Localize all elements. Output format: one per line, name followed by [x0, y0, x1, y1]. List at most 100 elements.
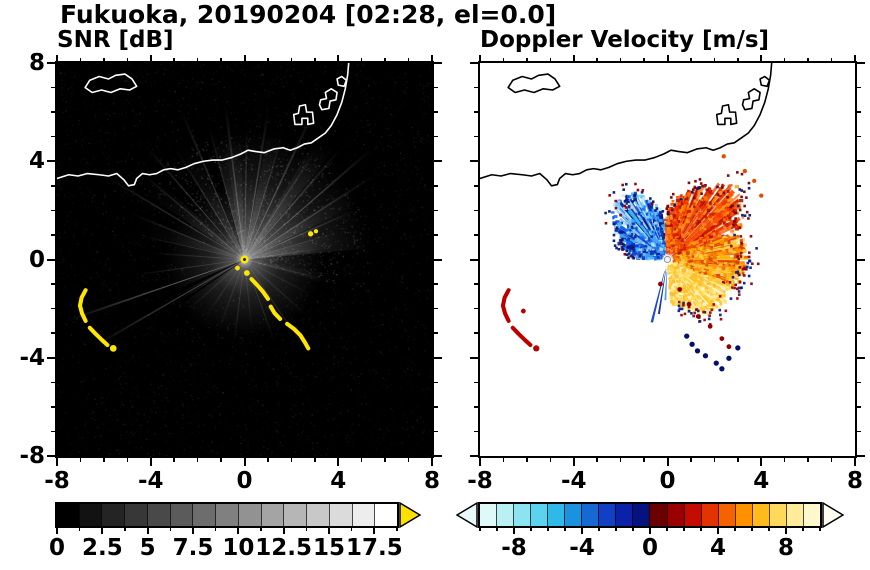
- snr-y-axis-tick: [434, 406, 438, 408]
- snr-colorbar-tick: [56, 527, 58, 534]
- snr-x-axis-tick: [103, 58, 105, 61]
- doppler-colorbar-over-arrow: [822, 501, 845, 529]
- snr-y-axis-tick: [434, 430, 438, 433]
- doppler-x-axis-tick: [830, 58, 833, 61]
- snr-x-axis-tick: [103, 458, 105, 462]
- snr-x-axis-tick: [431, 458, 433, 466]
- snr-colorbar-label: 0: [48, 535, 66, 561]
- snr-y-tick-label: 4: [28, 148, 45, 175]
- doppler-colorbar-segment: [717, 504, 735, 526]
- snr-colorbar-segment: [283, 504, 307, 526]
- doppler-x-axis-tick: [690, 458, 692, 462]
- snr-plot-canvas: [57, 63, 432, 456]
- doppler-colorbar-segment: [734, 504, 752, 526]
- doppler-y-axis-tick: [470, 160, 478, 163]
- snr-x-axis-tick: [337, 458, 340, 466]
- snr-colorbar-label: 15: [312, 535, 346, 561]
- doppler-x-axis-tick: [502, 458, 505, 462]
- doppler-colorbar-tick: [615, 527, 617, 531]
- doppler-x-axis-tick: [713, 458, 716, 462]
- doppler-colorbar-tick: [496, 527, 498, 531]
- doppler-x-axis-tick: [807, 458, 809, 462]
- snr-y-axis-tick: [434, 258, 442, 261]
- doppler-y-axis-tick: [470, 356, 478, 359]
- doppler-colorbar-tick: [479, 527, 481, 531]
- doppler-colorbar-tick: [513, 527, 515, 534]
- snr-colorbar-tick: [396, 527, 398, 531]
- snr-x-axis-tick: [243, 458, 246, 466]
- doppler-y-axis-tick: [857, 332, 861, 334]
- doppler-plot-area: [478, 61, 857, 458]
- snr-y-axis-tick: [434, 307, 438, 310]
- doppler-y-axis-tick: [857, 234, 861, 236]
- doppler-x-tick-label: -4: [560, 468, 587, 494]
- doppler-colorbar-segment: [649, 504, 667, 526]
- snr-x-axis-tick: [243, 55, 246, 61]
- snr-colorbar-label: 2.5: [81, 535, 123, 561]
- doppler-y-axis-tick: [474, 406, 478, 408]
- snr-x-axis-tick: [337, 55, 340, 61]
- snr-x-axis-tick: [56, 458, 58, 466]
- snr-colorbar-label: 5: [139, 535, 156, 561]
- doppler-colorbar-segment: [632, 504, 650, 526]
- snr-x-axis-tick: [220, 58, 222, 61]
- snr-y-axis-tick: [434, 356, 442, 359]
- doppler-colorbar-tick: [666, 527, 668, 531]
- doppler-colorbar-tick: [530, 527, 532, 531]
- doppler-y-axis-tick: [857, 406, 861, 408]
- doppler-colorbar-segment: [513, 504, 531, 526]
- snr-colorbar-tick: [214, 527, 217, 531]
- snr-colorbar-tick: [146, 527, 149, 534]
- doppler-x-axis-tick: [854, 458, 856, 466]
- doppler-y-axis-tick: [474, 430, 478, 433]
- doppler-y-axis-tick: [470, 62, 478, 64]
- snr-colorbar-segment: [306, 504, 329, 526]
- doppler-y-axis-tick: [857, 258, 865, 261]
- snr-y-tick-label: 0: [28, 246, 45, 273]
- doppler-colorbar-segment: [785, 504, 803, 526]
- figure-title: Fukuoka, 20190204 [02:28, el=0.0]: [60, 0, 557, 29]
- snr-colorbar-label: 17.5: [345, 535, 403, 561]
- doppler-colorbar-label: 4: [709, 535, 727, 561]
- doppler-y-axis-tick: [857, 307, 861, 310]
- doppler-colorbar-tick: [785, 527, 787, 534]
- snr-y-axis-tick: [51, 185, 55, 187]
- snr-colorbar-over-arrow: [399, 501, 422, 529]
- snr-x-axis-tick: [431, 55, 433, 61]
- snr-x-tick-label: -4: [137, 468, 164, 494]
- snr-colorbar-tick: [328, 527, 330, 534]
- doppler-colorbar-tick: [802, 527, 804, 531]
- doppler-x-axis-tick: [854, 55, 856, 61]
- snr-y-axis-tick: [51, 209, 55, 212]
- snr-x-axis-tick: [149, 458, 152, 466]
- snr-y-axis-tick: [47, 455, 55, 457]
- doppler-x-tick-label: 8: [846, 468, 864, 494]
- snr-y-axis-tick: [47, 356, 55, 359]
- doppler-x-axis-tick: [713, 58, 716, 61]
- doppler-x-axis-tick: [619, 458, 622, 462]
- doppler-colorbar-tick: [751, 527, 753, 531]
- doppler-colorbar-segment: [496, 504, 514, 526]
- snr-colorbar-label: 10: [222, 535, 255, 561]
- snr-y-axis-tick: [51, 307, 55, 310]
- doppler-plot-canvas: [480, 63, 855, 456]
- doppler-y-axis-tick: [857, 135, 861, 138]
- snr-colorbar-tick: [373, 527, 376, 534]
- snr-x-axis-tick: [267, 458, 269, 462]
- doppler-x-axis-tick: [549, 458, 552, 462]
- doppler-x-axis-tick: [807, 58, 809, 61]
- doppler-y-axis-tick: [474, 307, 478, 310]
- doppler-x-axis-tick: [479, 458, 481, 466]
- snr-y-axis-tick: [47, 258, 55, 261]
- doppler-colorbar: [478, 502, 822, 528]
- doppler-x-axis-tick: [596, 458, 598, 462]
- doppler-x-axis-tick: [760, 458, 763, 466]
- doppler-colorbar-segment: [768, 504, 786, 526]
- snr-y-axis-tick: [434, 62, 442, 64]
- snr-y-axis-tick: [51, 234, 55, 236]
- snr-y-axis-tick: [51, 135, 55, 138]
- snr-x-axis-tick: [79, 58, 82, 61]
- snr-y-axis-tick: [47, 62, 55, 64]
- snr-colorbar-tick: [101, 527, 104, 534]
- doppler-x-axis-tick: [526, 458, 528, 462]
